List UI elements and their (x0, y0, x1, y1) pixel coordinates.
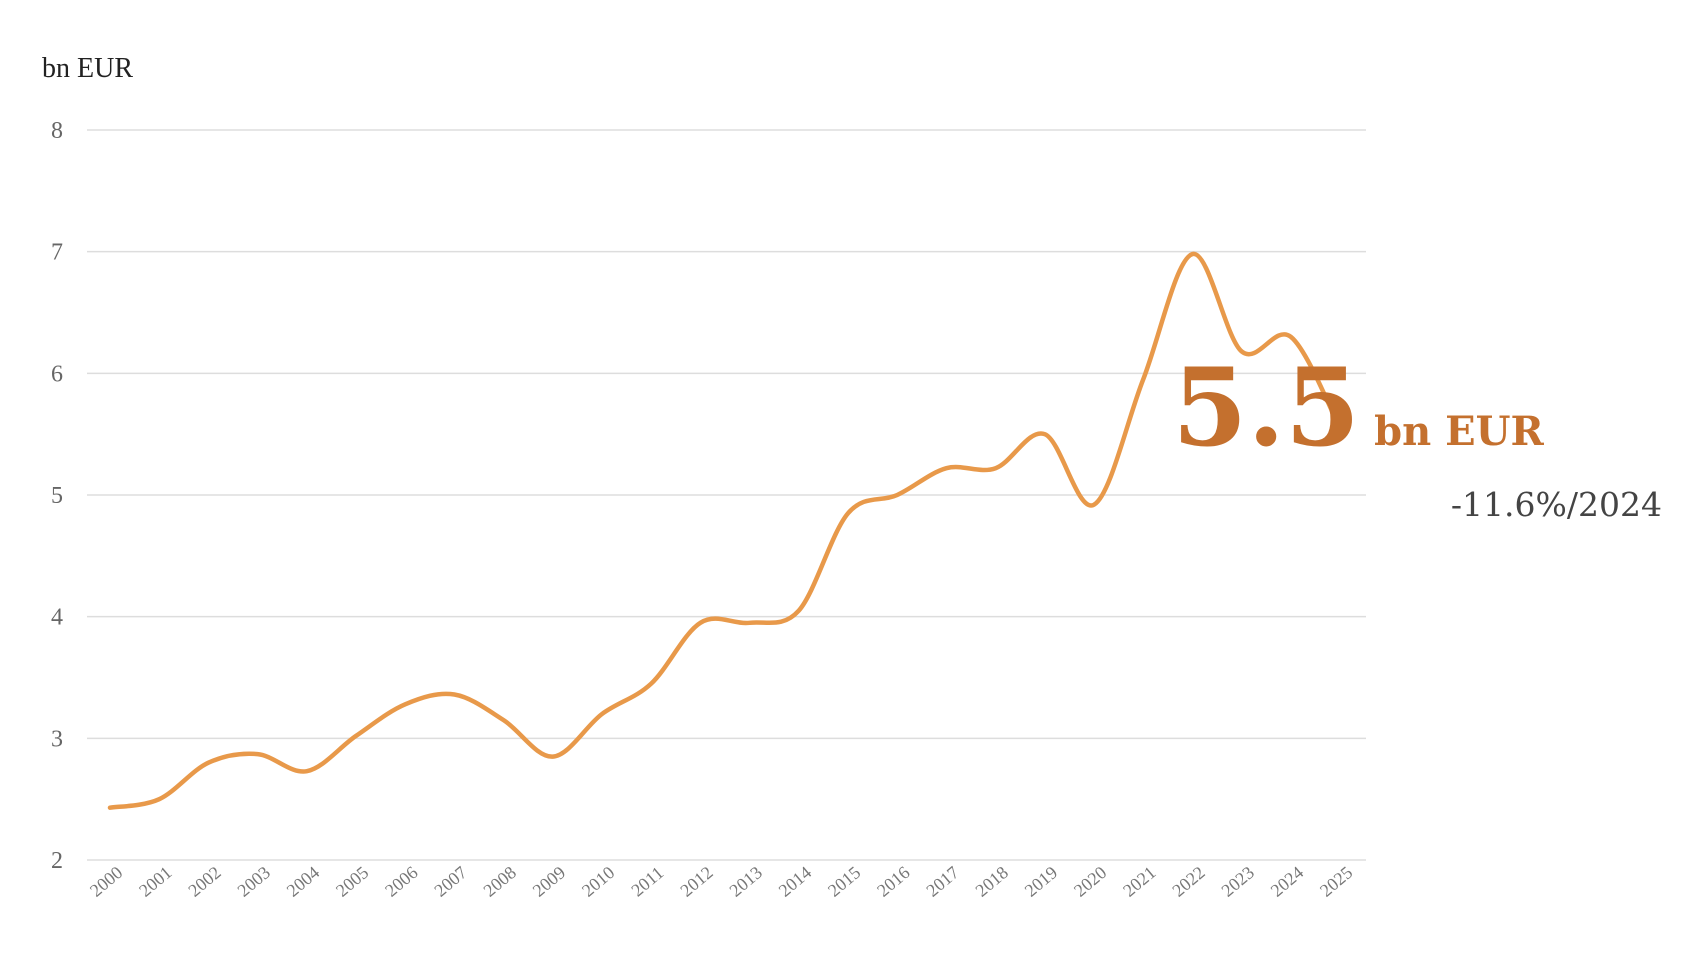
y-tick-label: 6 (51, 361, 63, 387)
x-tick-label: 2024 (1267, 862, 1307, 900)
data-point (157, 797, 161, 801)
series-group (107, 251, 1343, 810)
x-tick-label: 2011 (627, 862, 667, 900)
y-tick-label: 7 (51, 240, 63, 266)
x-tick-label: 2025 (1316, 862, 1356, 900)
y-tick-label: 2 (51, 848, 63, 874)
y-tick-label: 3 (51, 726, 63, 752)
data-point (108, 806, 112, 810)
x-tick-label: 2008 (480, 862, 520, 900)
x-tick-label: 2015 (824, 862, 864, 900)
x-tick-label: 2019 (1021, 862, 1061, 900)
x-tick-label: 2002 (184, 862, 224, 900)
data-point (1092, 503, 1096, 507)
data-point (305, 769, 309, 773)
data-point (1289, 335, 1293, 339)
data-point (846, 511, 850, 515)
x-tick-label: 2016 (873, 862, 913, 900)
x-tick-label: 2001 (135, 862, 175, 900)
x-tick-label: 2017 (922, 862, 962, 900)
y-tick-label: 5 (51, 483, 63, 509)
x-tick-label: 2007 (430, 862, 470, 900)
data-point (748, 621, 752, 625)
data-point (1141, 377, 1145, 381)
x-tick-label: 2006 (381, 862, 421, 900)
data-point (895, 493, 899, 497)
data-point (354, 734, 358, 738)
data-point (256, 752, 260, 756)
data-point (403, 702, 407, 706)
x-tick-label: 2009 (529, 862, 569, 900)
series-line (107, 251, 1343, 810)
data-point (452, 693, 456, 697)
x-tick-label: 2022 (1168, 862, 1208, 900)
y-axis-unit-label: bn EUR (42, 53, 133, 84)
x-tick-label: 2013 (726, 862, 766, 900)
data-point (551, 755, 555, 759)
y-tick-label: 8 (51, 118, 63, 144)
latest-value-unit: bn EUR (1374, 408, 1544, 455)
x-tick-label: 2021 (1119, 862, 1159, 900)
data-point (698, 621, 702, 625)
x-tick-label: 2020 (1070, 862, 1110, 900)
data-point (206, 761, 210, 765)
y-axis-ticks: 2 3 4 5 6 7 8 (51, 118, 63, 874)
data-point (944, 466, 948, 470)
data-point (994, 466, 998, 470)
year-over-year-change: -11.6%/2024 (1451, 485, 1662, 524)
x-tick-label: 2012 (676, 862, 716, 900)
x-tick-label: 2000 (86, 862, 126, 900)
x-tick-label: 2018 (972, 862, 1012, 900)
latest-value: 5.5 (1172, 345, 1360, 471)
latest-value-line: 5.5 bn EUR (1172, 345, 1544, 471)
x-tick-label: 2005 (332, 862, 372, 900)
data-point (1190, 252, 1194, 256)
x-tick-label: 2014 (775, 862, 815, 900)
x-tick-label: 2023 (1218, 862, 1258, 900)
data-point (797, 609, 801, 613)
data-point (649, 682, 653, 686)
latest-value-callout: 5.5 bn EUR -11.6%/2024 (1172, 345, 1662, 524)
x-tick-label: 2010 (578, 862, 618, 900)
x-tick-label: 2004 (283, 862, 323, 900)
x-tick-label: 2003 (234, 862, 274, 900)
data-point (502, 718, 506, 722)
x-axis-ticks: 2000 2001 2002 2003 2004 2005 2006 2007 2008 2009… (86, 862, 1356, 900)
y-tick-label: 4 (51, 605, 63, 631)
data-point (1043, 432, 1047, 436)
grid-lines (87, 129, 1366, 861)
data-point (600, 712, 604, 716)
